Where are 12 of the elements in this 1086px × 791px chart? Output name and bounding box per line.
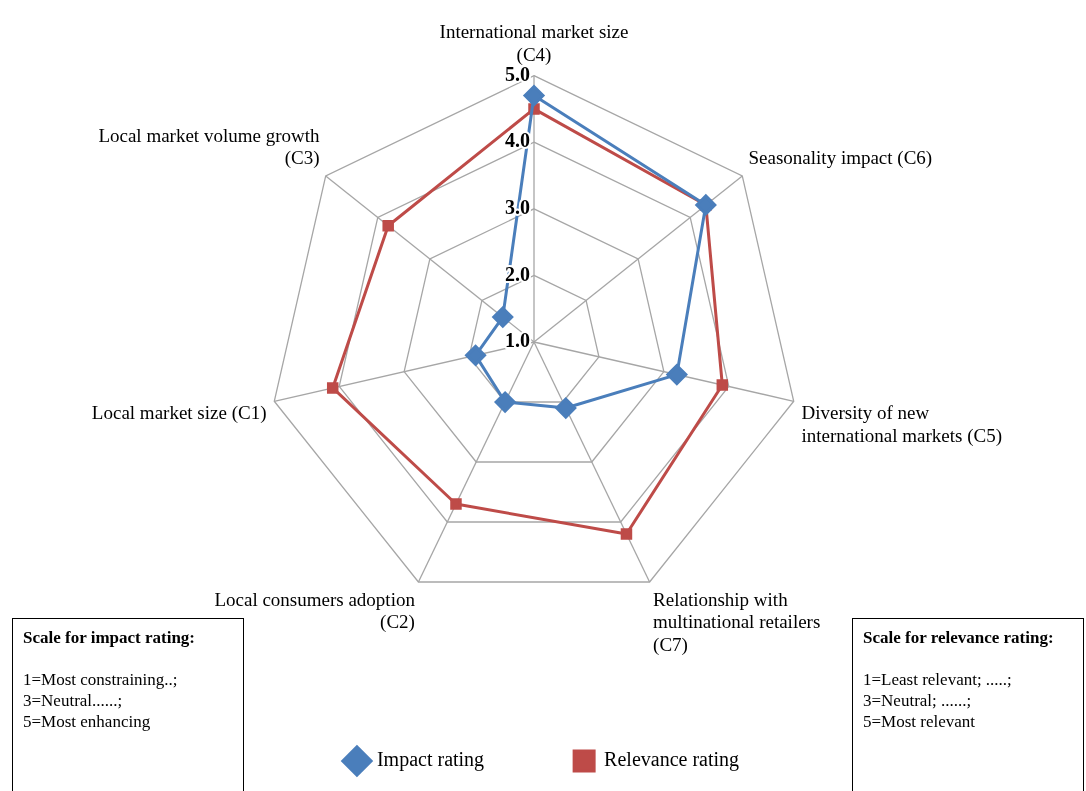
text: Scale for relevance rating: 1=Least relevant; .....; 3=Neutral; ......; 5=Most relevant xyxy=(863,628,1054,731)
spoke-label: International market size (C4) xyxy=(439,21,629,67)
spoke-label: Diversity of new international markets (C5) xyxy=(801,402,1003,448)
spoke-label: Local market volume growth (C3) xyxy=(98,124,320,170)
spoke-label: Seasonality impact (C6) xyxy=(748,147,933,170)
text: Scale for impact rating: 1=Most constraining..; 3=Neutral......; 5=Most enhancing xyxy=(23,628,196,731)
spoke-label: Local market size (C1) xyxy=(91,402,267,425)
y-tick-label: 1.0 xyxy=(505,329,530,352)
legend-label: Impact rating xyxy=(376,748,485,772)
legend-label: Relevance rating xyxy=(604,748,740,772)
spoke-label: Local consumers adoption (C2) xyxy=(214,588,416,634)
spoke-label: Relationship with multinational retailers (C7) xyxy=(653,588,821,657)
